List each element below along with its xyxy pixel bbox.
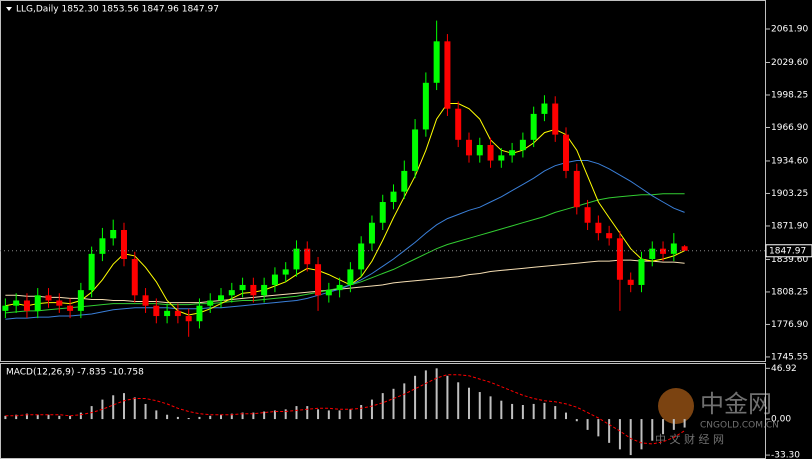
candle-body bbox=[422, 82, 429, 130]
candle-body bbox=[627, 279, 634, 285]
candle-body bbox=[315, 264, 322, 296]
candle-body bbox=[498, 155, 505, 161]
candle-body bbox=[77, 290, 84, 311]
candle-body bbox=[681, 246, 688, 251]
candle-body bbox=[131, 259, 138, 296]
watermark: 中金网 CNGOLD.COM.CN 中 文 财 经 网 bbox=[655, 388, 779, 446]
watermark-sub: 中 文 财 经 网 bbox=[655, 432, 724, 446]
candle-body bbox=[120, 230, 127, 260]
moving-average bbox=[5, 259, 685, 304]
watermark-site: CNGOLD.COM.CN bbox=[700, 421, 779, 431]
candle-body bbox=[250, 284, 257, 296]
candle-body bbox=[606, 233, 613, 239]
candle-body bbox=[347, 269, 354, 285]
y-tick-label: 1745.55 bbox=[771, 352, 808, 362]
candle-body bbox=[444, 41, 451, 109]
candle-body bbox=[563, 134, 570, 171]
macd-title: MACD(12,26,9) -7.835 -10.758 bbox=[6, 368, 144, 378]
candle-body bbox=[110, 230, 117, 239]
candle-body bbox=[293, 248, 300, 270]
candle-body bbox=[465, 139, 472, 156]
candle-body bbox=[336, 284, 343, 291]
candle-body bbox=[541, 103, 548, 114]
candle-body bbox=[487, 144, 494, 161]
y-tick-label: 2029.60 bbox=[771, 58, 808, 68]
candle-body bbox=[228, 290, 235, 296]
candle-body bbox=[164, 310, 171, 317]
y-tick-label: 2061.90 bbox=[771, 24, 808, 34]
y-tick-label: 1998.25 bbox=[771, 90, 808, 100]
candle-body bbox=[390, 191, 397, 203]
candle-body bbox=[509, 150, 516, 156]
candle-body bbox=[196, 305, 203, 322]
candle-body bbox=[56, 300, 63, 306]
candle-body bbox=[660, 248, 667, 254]
y-tick-label: 1808.25 bbox=[771, 287, 808, 297]
y-tick-label: -33.30 bbox=[771, 451, 800, 459]
y-tick-label: 1839.60 bbox=[771, 255, 808, 265]
candle-body bbox=[670, 243, 677, 254]
candle-body bbox=[616, 238, 623, 280]
candle-body bbox=[207, 300, 214, 306]
candle-body bbox=[239, 284, 246, 291]
candle-body bbox=[67, 305, 74, 311]
moving-average bbox=[5, 160, 685, 320]
candle-body bbox=[282, 269, 289, 275]
candle-body bbox=[595, 222, 602, 234]
candle-body bbox=[519, 139, 526, 151]
candle-body bbox=[412, 129, 419, 171]
candle-body bbox=[23, 300, 30, 311]
y-tick-label: 1776.90 bbox=[771, 320, 808, 330]
candle-body bbox=[304, 248, 311, 265]
y-tick-label: 46.92 bbox=[771, 364, 797, 374]
candle-body bbox=[368, 222, 375, 244]
candle-body bbox=[142, 295, 149, 306]
candle-body bbox=[185, 316, 192, 322]
candle-body bbox=[13, 300, 20, 306]
candle-body bbox=[358, 243, 365, 270]
candle-body bbox=[433, 41, 440, 83]
candle-body bbox=[455, 108, 462, 140]
y-tick-label: 1934.60 bbox=[771, 156, 808, 166]
candle-body bbox=[584, 207, 591, 223]
candle-body bbox=[401, 170, 408, 192]
candle-body bbox=[2, 305, 9, 311]
candle-body bbox=[379, 202, 386, 223]
y-tick-label: 1903.25 bbox=[771, 189, 808, 199]
candle-body bbox=[153, 305, 160, 317]
main-frame bbox=[0, 0, 766, 362]
y-tick-label: 0.00 bbox=[771, 415, 791, 425]
candle-body bbox=[271, 274, 278, 285]
candle-body bbox=[45, 295, 52, 301]
moving-average bbox=[5, 103, 685, 316]
candle-body bbox=[573, 170, 580, 208]
candle-body bbox=[261, 284, 268, 296]
last-price-label: 1847.97 bbox=[769, 246, 806, 256]
menu-arrow bbox=[6, 7, 12, 11]
moving-average bbox=[5, 193, 685, 314]
last-price-box bbox=[765, 244, 812, 258]
watermark-logo bbox=[658, 388, 694, 424]
candle-body bbox=[552, 103, 559, 135]
candle-body bbox=[638, 259, 645, 285]
candle-body bbox=[174, 310, 181, 317]
chart-title: LLG,Daily 1852.30 1853.56 1847.96 1847.9… bbox=[16, 5, 219, 15]
candle-body bbox=[88, 253, 95, 291]
candle-body bbox=[218, 295, 225, 301]
candle-body bbox=[34, 295, 41, 311]
y-tick-label: 1966.90 bbox=[771, 123, 808, 133]
y-tick-label: 1871.90 bbox=[771, 221, 808, 231]
candle-body bbox=[325, 290, 332, 296]
candle-body bbox=[649, 248, 656, 260]
candle-body bbox=[99, 238, 106, 254]
watermark-logo-text: 中金网 bbox=[700, 390, 772, 418]
candle-body bbox=[530, 113, 537, 140]
signal-line bbox=[5, 374, 685, 445]
candle-body bbox=[476, 144, 483, 156]
